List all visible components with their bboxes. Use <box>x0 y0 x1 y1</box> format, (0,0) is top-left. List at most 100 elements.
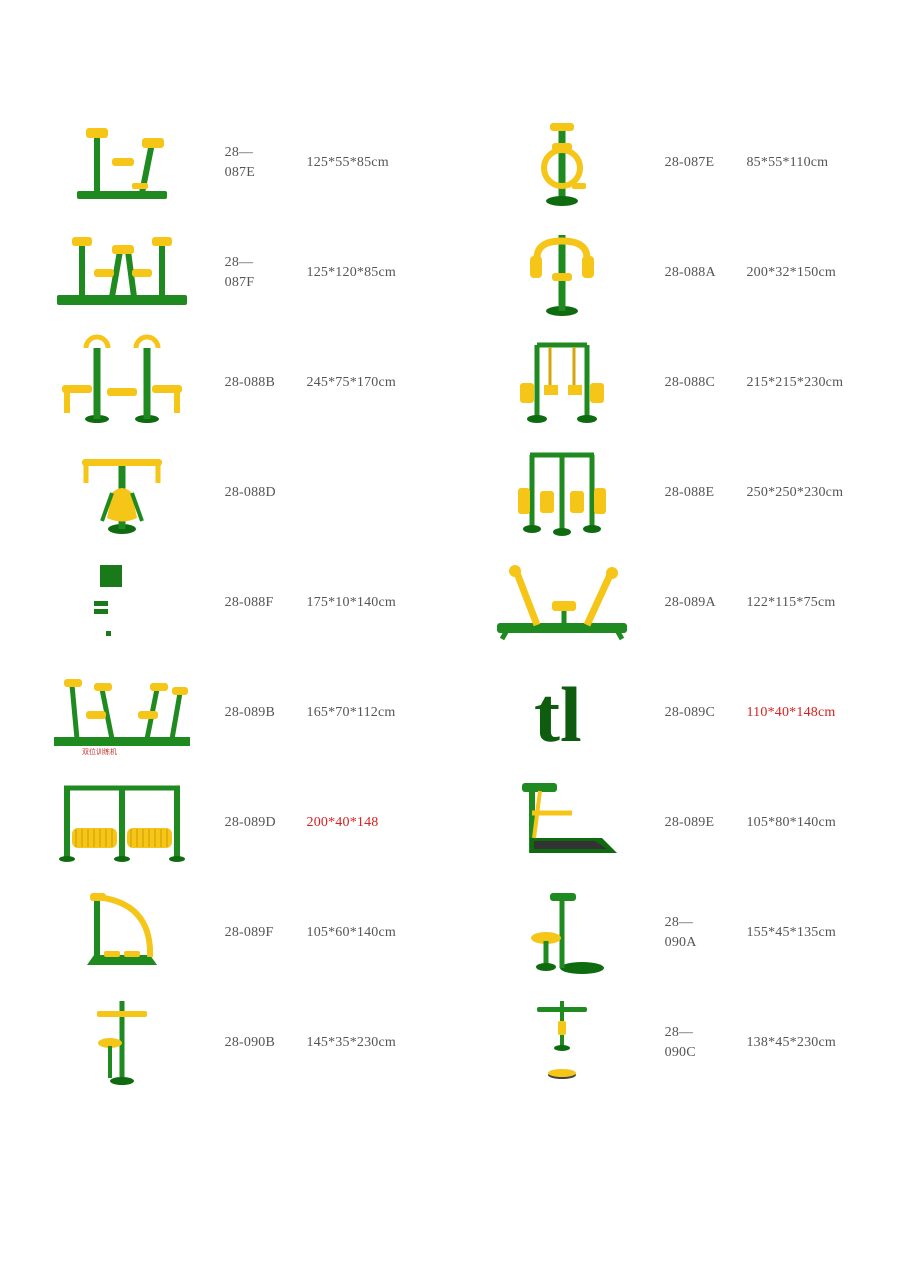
equipment-thumbnail <box>482 883 642 978</box>
equipment-dimension-cell <box>307 438 460 548</box>
equipment-code-cell: 28— 087E <box>225 108 307 218</box>
equipment-image-cell <box>460 108 665 218</box>
equipment-code-cell: 28-089C <box>665 658 747 768</box>
equipment-thumbnail <box>42 223 202 318</box>
equipment-thumbnail: 双位训练机 <box>42 663 202 758</box>
equipment-code: 28-088B <box>225 375 275 390</box>
equipment-code-cell: 28-088E <box>665 438 747 548</box>
equipment-thumbnail <box>42 113 202 208</box>
equipment-row: 双位训练机 28-089B165*70*112cm tl 28-089C 110*… <box>20 658 900 768</box>
equipment-code: 28-089A <box>665 595 716 610</box>
equipment-code: 28-088A <box>665 265 716 280</box>
equipment-dimension-cell: 200*32*150cm <box>746 218 900 328</box>
equipment-dimension-cell: 105*60*140cm <box>307 878 460 988</box>
equipment-dimension: 125*55*85cm <box>307 155 389 170</box>
equipment-dimension: 250*250*230cm <box>746 485 843 500</box>
equipment-dimension-cell: 122*115*75cm <box>746 548 900 658</box>
svg-text:tl: tl <box>534 671 582 758</box>
equipment-code: 28-088E <box>665 485 715 500</box>
equipment-code: 28-087E <box>665 155 715 170</box>
equipment-image-cell <box>460 878 665 988</box>
equipment-code-cell: 28— 087F <box>225 218 307 328</box>
equipment-image-cell <box>20 108 225 218</box>
equipment-dimension: 245*75*170cm <box>307 375 397 390</box>
equipment-code-cell: 28-088B <box>225 328 307 438</box>
equipment-thumbnail <box>482 993 642 1088</box>
equipment-code-cell: 28-088D <box>225 438 307 548</box>
equipment-image-cell <box>20 438 225 548</box>
equipment-dimension: 138*45*230cm <box>746 1035 836 1050</box>
equipment-dimension-cell: 125*120*85cm <box>307 218 460 328</box>
equipment-dimension: 125*120*85cm <box>307 265 397 280</box>
equipment-dimension: 175*10*140cm <box>307 595 397 610</box>
equipment-code-cell: 28-089B <box>225 658 307 768</box>
equipment-code: 28-088F <box>225 595 274 610</box>
equipment-code: 28-089D <box>225 815 276 830</box>
equipment-image-cell <box>20 878 225 988</box>
equipment-code-cell: 28-089A <box>665 548 747 658</box>
equipment-code-cell: 28-090B <box>225 988 307 1098</box>
equipment-code-cell: 28-089F <box>225 878 307 988</box>
equipment-thumbnail <box>482 223 642 318</box>
equipment-dimension-cell: 175*10*140cm <box>307 548 460 658</box>
equipment-image-cell <box>20 988 225 1098</box>
equipment-thumbnail <box>42 883 202 978</box>
equipment-code-cell: 28-088F <box>225 548 307 658</box>
equipment-dimension: 145*35*230cm <box>307 1035 397 1050</box>
equipment-image-cell <box>460 328 665 438</box>
equipment-dimension-cell: 110*40*148cm <box>746 658 900 768</box>
equipment-thumbnail <box>482 553 642 648</box>
equipment-code: 28— 090C <box>665 1025 696 1060</box>
equipment-thumbnail <box>42 553 202 648</box>
equipment-image-cell: 双位训练机 <box>20 658 225 768</box>
equipment-dimension-cell: 145*35*230cm <box>307 988 460 1098</box>
equipment-image-cell <box>20 218 225 328</box>
equipment-code: 28-089E <box>665 815 715 830</box>
equipment-dimension-cell: 215*215*230cm <box>746 328 900 438</box>
equipment-image-cell <box>20 328 225 438</box>
equipment-code-cell: 28-089E <box>665 768 747 878</box>
equipment-dimension-cell: 245*75*170cm <box>307 328 460 438</box>
equipment-code: 28-089F <box>225 925 274 940</box>
equipment-image-cell <box>460 988 665 1098</box>
equipment-thumbnail <box>482 773 642 868</box>
equipment-dimension: 155*45*135cm <box>746 925 836 940</box>
equipment-dimension: 105*80*140cm <box>746 815 836 830</box>
equipment-thumbnail <box>42 333 202 428</box>
equipment-image-cell <box>20 768 225 878</box>
equipment-row: 28-088B 245*75*170cm 28-088C 215*215*230cm <box>20 328 900 438</box>
equipment-row: 28-090B 145*35*230cm 28— 090C 138*45*230cm <box>20 988 900 1098</box>
equipment-dimension-cell: 250*250*230cm <box>746 438 900 548</box>
equipment-thumbnail <box>42 993 202 1088</box>
equipment-row: 28— 087F125*120*85cm 28-088A 200*32*150cm <box>20 218 900 328</box>
equipment-dimension: 200*40*148 <box>307 815 379 830</box>
equipment-dimension-cell: 125*55*85cm <box>307 108 460 218</box>
equipment-code: 28-088C <box>665 375 715 390</box>
equipment-code-cell: 28— 090C <box>665 988 747 1098</box>
equipment-code-cell: 28-088C <box>665 328 747 438</box>
equipment-row: 28-088D 28-088E 250*250*230cm <box>20 438 900 548</box>
equipment-thumbnail <box>482 113 642 208</box>
equipment-image-cell <box>460 218 665 328</box>
equipment-row: 28-089D 200*40*148 28-089E 105*80*140cm <box>20 768 900 878</box>
equipment-image-cell: tl <box>460 658 665 768</box>
equipment-dimension: 122*115*75cm <box>746 595 835 610</box>
equipment-code: 28-089C <box>665 705 715 720</box>
equipment-dimension: 215*215*230cm <box>746 375 843 390</box>
equipment-code-cell: 28-087E <box>665 108 747 218</box>
equipment-dimension-cell: 200*40*148 <box>307 768 460 878</box>
equipment-code: 28-090B <box>225 1035 275 1050</box>
equipment-code-cell: 28-088A <box>665 218 747 328</box>
equipment-thumbnail <box>42 773 202 868</box>
equipment-thumbnail: tl <box>482 663 642 758</box>
equipment-dimension-cell: 165*70*112cm <box>307 658 460 768</box>
equipment-code-cell: 28-089D <box>225 768 307 878</box>
equipment-image-cell <box>460 438 665 548</box>
equipment-image-cell <box>460 768 665 878</box>
equipment-dimension-cell: 138*45*230cm <box>746 988 900 1098</box>
equipment-code: 28— 087E <box>225 145 255 180</box>
equipment-dimension: 85*55*110cm <box>746 155 828 170</box>
equipment-row: 28-089F105*60*140cm 28— 090A155*45*135cm <box>20 878 900 988</box>
svg-text:双位训练机: 双位训练机 <box>82 747 117 756</box>
equipment-code: 28-088D <box>225 485 276 500</box>
